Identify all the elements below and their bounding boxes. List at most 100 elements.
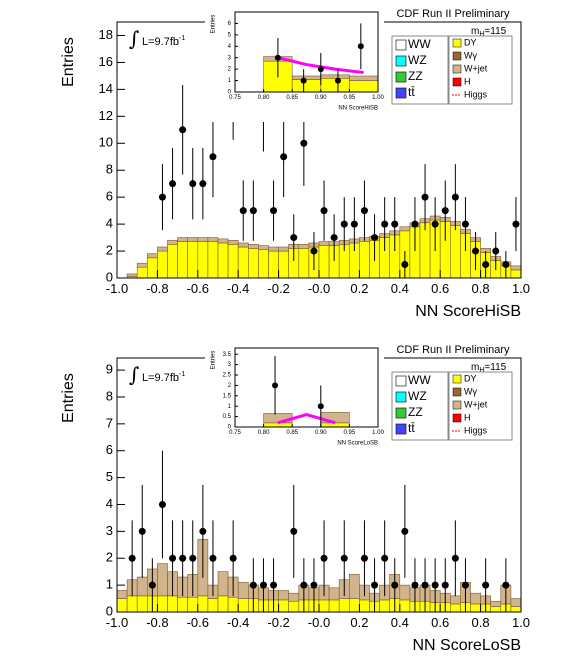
stack-bar [379, 599, 391, 613]
stack-bar [217, 571, 229, 597]
stack-bar [177, 241, 189, 279]
y-tick-label: 0 [228, 90, 232, 96]
data-point [300, 581, 308, 589]
stack-bar [399, 226, 411, 232]
y-tick-label: 0.5 [223, 414, 232, 420]
y-tick-label: 4 [106, 216, 113, 231]
stack-bar [258, 249, 269, 279]
plot-frame [234, 11, 379, 93]
mass-text: m [471, 26, 479, 37]
stack-bar [177, 237, 189, 242]
legend-swatch [395, 39, 407, 51]
luminosity: L=9.7fb-1 [142, 35, 185, 48]
legend-label: W+jet [464, 399, 488, 409]
stack-bar [449, 595, 461, 605]
x-tick-label: -0.8 [146, 281, 168, 296]
x-tick-label: 0.95 [344, 95, 356, 101]
legend-swatch [452, 374, 462, 384]
legend-label: tt̄ [408, 421, 415, 435]
x-tick-label: 0.85 [286, 95, 298, 101]
stack-bar [318, 599, 330, 613]
y-tick-label: 4 [228, 44, 232, 50]
y-tick-label: 7 [106, 415, 113, 430]
data-point [148, 581, 156, 589]
stack-bar [157, 563, 168, 597]
stack-bar [449, 225, 461, 279]
legend-swatch [395, 87, 407, 99]
y-tick-label: 3.5 [223, 352, 232, 358]
inset-y-title: Entries [211, 351, 217, 370]
legend-swatch [395, 407, 407, 419]
integral-sign: ∫ [129, 27, 139, 51]
y-tick-label: 2.5 [223, 373, 232, 379]
mass-text: m [471, 362, 479, 373]
data-point [179, 554, 187, 562]
legend-label: ZZ [408, 69, 423, 83]
legend-swatch [452, 38, 462, 48]
data-point [158, 193, 166, 201]
plot-frame [234, 347, 379, 428]
stack-bar [318, 245, 330, 279]
stack-bar [359, 241, 370, 279]
legend-label: WZ [408, 53, 427, 67]
x-tick-label: 0.90 [315, 95, 327, 101]
data-point [320, 207, 328, 215]
data-point [411, 220, 419, 228]
data-point [189, 554, 197, 562]
x-tick-label: 0.90 [315, 430, 327, 436]
data-point [239, 207, 247, 215]
stack-bar [217, 238, 229, 244]
data-point [461, 581, 469, 589]
x-tick-label: 1.0 [512, 615, 530, 630]
mass-value: =115 [484, 362, 506, 373]
data-point [401, 261, 409, 269]
legend-swatch [452, 400, 462, 410]
data-point [360, 207, 368, 215]
y-tick-label: 5 [228, 32, 232, 38]
data-point [381, 220, 389, 228]
stack-bar [399, 599, 411, 613]
stack-bar [298, 248, 310, 279]
data-point [330, 234, 338, 242]
x-tick-label: -1.0 [106, 615, 128, 630]
data-point [502, 261, 510, 269]
y-tick-label: 3 [228, 55, 232, 61]
luminosity-sup: -1 [179, 35, 185, 42]
stack-bar [177, 596, 189, 613]
x-tick-label: -0.8 [146, 615, 168, 630]
stack-bar [217, 242, 229, 279]
stack-bar [187, 237, 199, 242]
legend-label: DY [464, 373, 477, 383]
chart-title: CDF Run II Preliminary [396, 8, 510, 20]
stack-bar [320, 74, 350, 79]
data-point [411, 581, 419, 589]
data-point [461, 220, 469, 228]
legend-swatch [395, 55, 407, 67]
stack-bar [338, 598, 350, 613]
stack-bar [288, 592, 300, 602]
y-tick-label: 0 [106, 269, 113, 284]
stack-bar [126, 273, 138, 277]
data-point [169, 554, 177, 562]
data-point [300, 77, 307, 84]
y-tick-label: 2 [228, 383, 232, 389]
legend-label: Higgs [464, 89, 488, 99]
legend-label: WZ [408, 389, 427, 403]
data-point [310, 581, 318, 589]
data-point [401, 527, 409, 535]
legend-label: Higgs [464, 425, 488, 435]
y-tick-label: 9 [106, 362, 113, 377]
legend-swatch [452, 51, 462, 61]
legend-swatch [452, 64, 462, 74]
x-tick-label: 0.4 [391, 615, 409, 630]
legend-label: WW [408, 373, 431, 387]
stack-bar [510, 598, 522, 607]
data-point [482, 261, 490, 269]
mass-label: mH=115 [471, 26, 507, 38]
stack-bar [399, 584, 411, 601]
x-tick-label: 0.2 [350, 281, 368, 296]
stack-bar [288, 600, 300, 613]
data-point [229, 554, 237, 562]
data-point [391, 581, 399, 589]
data-point [350, 220, 358, 228]
